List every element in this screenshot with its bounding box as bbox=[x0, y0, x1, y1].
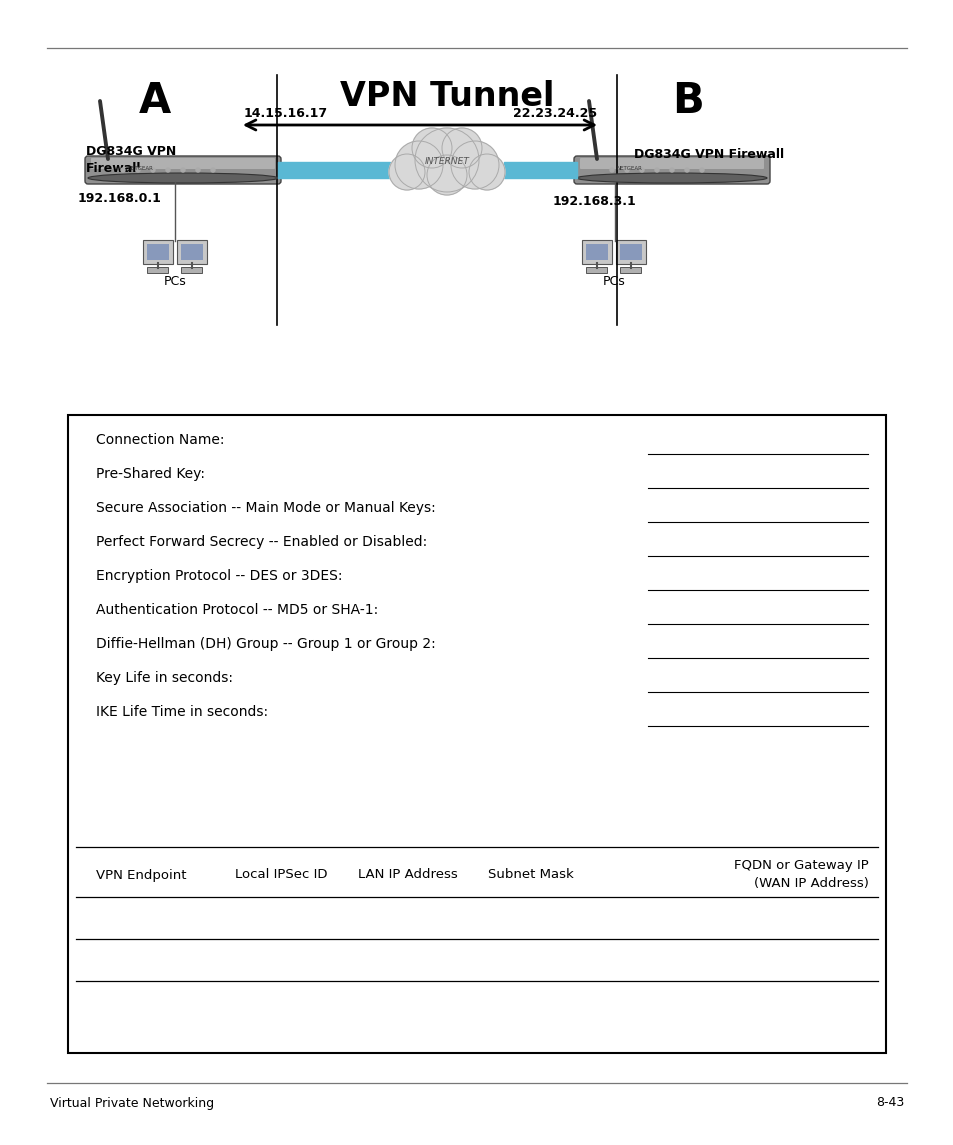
FancyBboxPatch shape bbox=[181, 267, 202, 273]
Text: Virtual Private Networking: Virtual Private Networking bbox=[50, 1097, 213, 1110]
FancyBboxPatch shape bbox=[148, 267, 169, 273]
Circle shape bbox=[136, 168, 140, 172]
Circle shape bbox=[669, 168, 673, 172]
Circle shape bbox=[395, 141, 442, 189]
Circle shape bbox=[195, 168, 200, 172]
Ellipse shape bbox=[577, 173, 766, 183]
Circle shape bbox=[389, 153, 424, 190]
Ellipse shape bbox=[88, 173, 277, 183]
Bar bbox=[68, 414, 885, 1053]
Text: Pre-Shared Key:: Pre-Shared Key: bbox=[96, 467, 205, 481]
Text: 192.168.0.1: 192.168.0.1 bbox=[78, 192, 162, 205]
Circle shape bbox=[441, 128, 481, 168]
Bar bbox=[181, 244, 203, 260]
Text: Authentication Protocol -- MD5 or SHA-1:: Authentication Protocol -- MD5 or SHA-1: bbox=[96, 603, 377, 617]
Text: Perfect Forward Secrecy -- Enabled or Disabled:: Perfect Forward Secrecy -- Enabled or Di… bbox=[96, 535, 427, 548]
FancyBboxPatch shape bbox=[581, 240, 612, 264]
FancyBboxPatch shape bbox=[143, 240, 172, 264]
Circle shape bbox=[684, 168, 688, 172]
Circle shape bbox=[469, 153, 504, 190]
Text: Key Life in seconds:: Key Life in seconds: bbox=[96, 671, 233, 685]
Text: NETGEAR: NETGEAR bbox=[128, 166, 153, 172]
Text: Local IPSec ID: Local IPSec ID bbox=[234, 869, 327, 882]
Text: IKE Life Time in seconds:: IKE Life Time in seconds: bbox=[96, 705, 268, 719]
Circle shape bbox=[166, 168, 170, 172]
Text: PCs: PCs bbox=[164, 275, 186, 289]
Circle shape bbox=[121, 168, 125, 172]
Text: 22.23.24.25: 22.23.24.25 bbox=[513, 106, 597, 120]
FancyBboxPatch shape bbox=[574, 156, 769, 184]
FancyBboxPatch shape bbox=[91, 158, 274, 169]
Circle shape bbox=[181, 168, 185, 172]
Text: 192.168.3.1: 192.168.3.1 bbox=[553, 195, 636, 208]
FancyBboxPatch shape bbox=[579, 158, 763, 169]
Circle shape bbox=[655, 168, 659, 172]
Text: B: B bbox=[672, 80, 703, 123]
Circle shape bbox=[427, 155, 467, 195]
Text: Secure Association -- Main Mode or Manual Keys:: Secure Association -- Main Mode or Manua… bbox=[96, 502, 436, 515]
Bar bbox=[147, 244, 169, 260]
Text: (WAN IP Address): (WAN IP Address) bbox=[753, 877, 868, 890]
Text: VPN Tunnel: VPN Tunnel bbox=[339, 80, 554, 113]
Circle shape bbox=[609, 168, 614, 172]
Circle shape bbox=[451, 141, 498, 189]
Circle shape bbox=[412, 128, 452, 168]
Text: 14.15.16.17: 14.15.16.17 bbox=[244, 106, 328, 120]
Text: VPN Endpoint: VPN Endpoint bbox=[96, 869, 186, 882]
FancyBboxPatch shape bbox=[85, 156, 281, 184]
Circle shape bbox=[639, 168, 643, 172]
Text: INTERNET: INTERNET bbox=[424, 158, 469, 166]
Text: FQDN or Gateway IP: FQDN or Gateway IP bbox=[734, 859, 868, 871]
Circle shape bbox=[624, 168, 628, 172]
Text: 8-43: 8-43 bbox=[875, 1097, 903, 1110]
Text: Diffie-Hellman (DH) Group -- Group 1 or Group 2:: Diffie-Hellman (DH) Group -- Group 1 or … bbox=[96, 637, 436, 652]
FancyBboxPatch shape bbox=[616, 240, 645, 264]
FancyBboxPatch shape bbox=[619, 267, 640, 273]
Text: A: A bbox=[139, 80, 171, 123]
Text: LAN IP Address: LAN IP Address bbox=[357, 869, 457, 882]
Text: DG834G VPN
Firewall: DG834G VPN Firewall bbox=[86, 145, 176, 175]
FancyBboxPatch shape bbox=[586, 267, 607, 273]
Text: NETGEAR: NETGEAR bbox=[617, 166, 642, 172]
Text: Subnet Mask: Subnet Mask bbox=[488, 869, 573, 882]
Text: DG834G VPN Firewall: DG834G VPN Firewall bbox=[634, 148, 783, 161]
Bar bbox=[585, 244, 607, 260]
Text: PCs: PCs bbox=[602, 275, 625, 289]
Bar bbox=[619, 244, 641, 260]
Circle shape bbox=[415, 128, 478, 192]
Text: Encryption Protocol -- DES or 3DES:: Encryption Protocol -- DES or 3DES: bbox=[96, 569, 342, 583]
Circle shape bbox=[700, 168, 703, 172]
FancyBboxPatch shape bbox=[177, 240, 207, 264]
Circle shape bbox=[151, 168, 154, 172]
Text: Connection Name:: Connection Name: bbox=[96, 433, 224, 447]
Circle shape bbox=[211, 168, 214, 172]
Bar bbox=[392, 161, 501, 182]
